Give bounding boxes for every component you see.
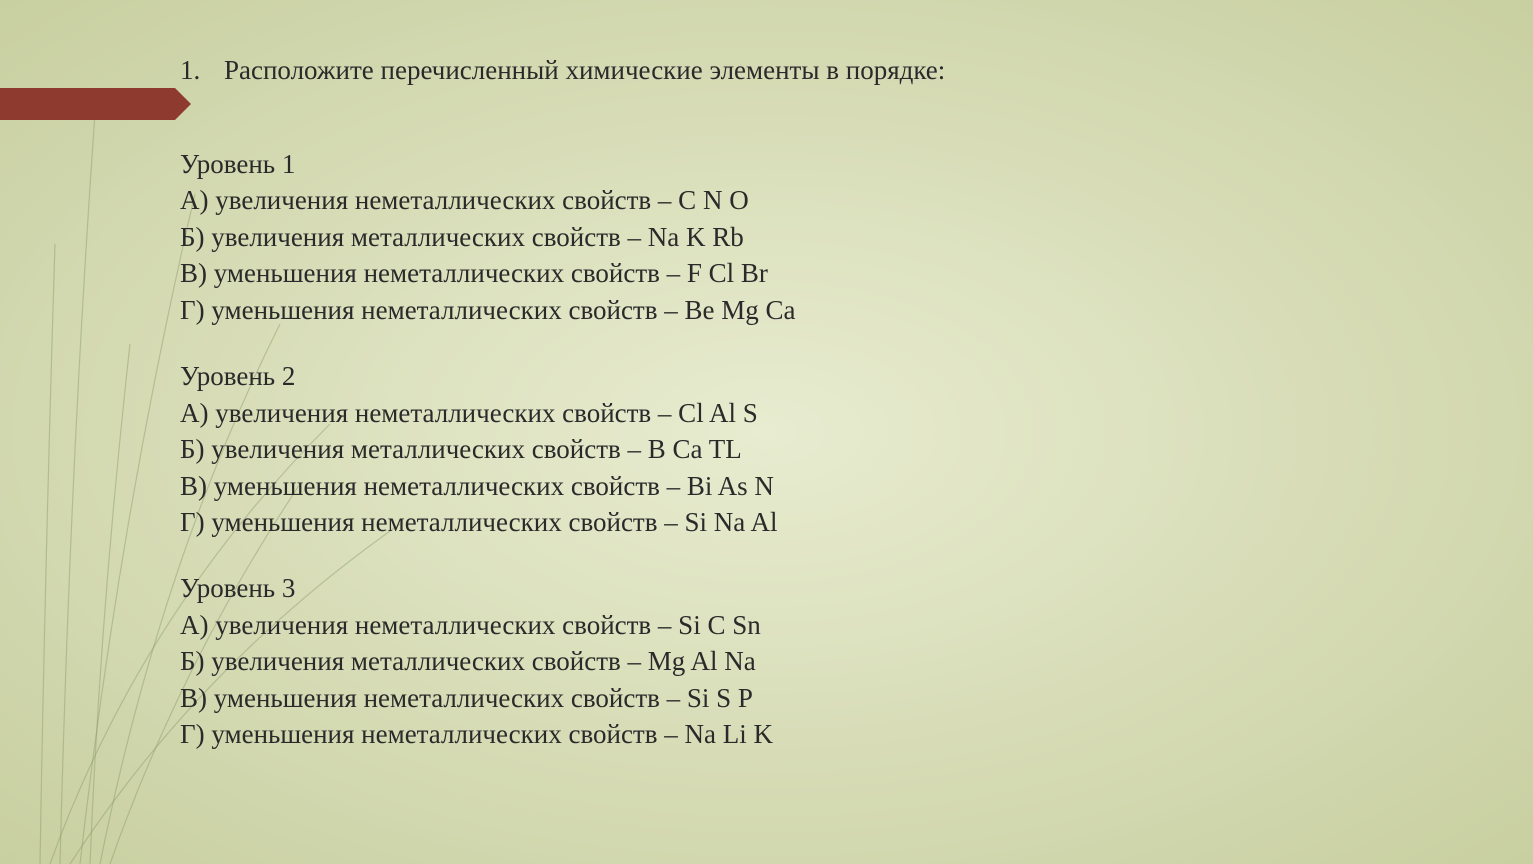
question-text: Расположите перечисленный химические эле… [224,55,945,85]
level-2-item-a: А) увеличения неметаллических свойств – … [180,395,1453,431]
level-3-block: Уровень 3 А) увеличения неметаллических … [180,570,1453,752]
level-1-item-v: В) уменьшения неметаллических свойств – … [180,255,1453,291]
level-3-item-a: А) увеличения неметаллических свойств – … [180,607,1453,643]
level-1-title: Уровень 1 [180,146,1453,182]
level-2-title: Уровень 2 [180,358,1453,394]
level-3-item-v: В) уменьшения неметаллических свойств – … [180,680,1453,716]
level-2-item-g: Г) уменьшения неметаллических свойств – … [180,504,1453,540]
level-2-block: Уровень 2 А) увеличения неметаллических … [180,358,1453,540]
level-1-item-b: Б) увеличения металлических свойств – Na… [180,219,1453,255]
level-3-title: Уровень 3 [180,570,1453,606]
level-1-item-g: Г) уменьшения неметаллических свойств – … [180,292,1453,328]
question-row: 1. Расположите перечисленный химические … [180,55,1453,86]
level-3-item-b: Б) увеличения металлических свойств – Mg… [180,643,1453,679]
level-3-item-g: Г) уменьшения неметаллических свойств – … [180,716,1453,752]
level-2-item-v: В) уменьшения неметаллических свойств – … [180,468,1453,504]
level-2-item-b: Б) увеличения металлических свойств – B … [180,431,1453,467]
level-1-block: Уровень 1 А) увеличения неметаллических … [180,146,1453,328]
slide-content: 1. Расположите перечисленный химические … [180,55,1453,753]
question-number: 1. [180,55,220,86]
level-1-item-a: А) увеличения неметаллических свойств – … [180,182,1453,218]
decorative-ribbon [0,88,175,120]
